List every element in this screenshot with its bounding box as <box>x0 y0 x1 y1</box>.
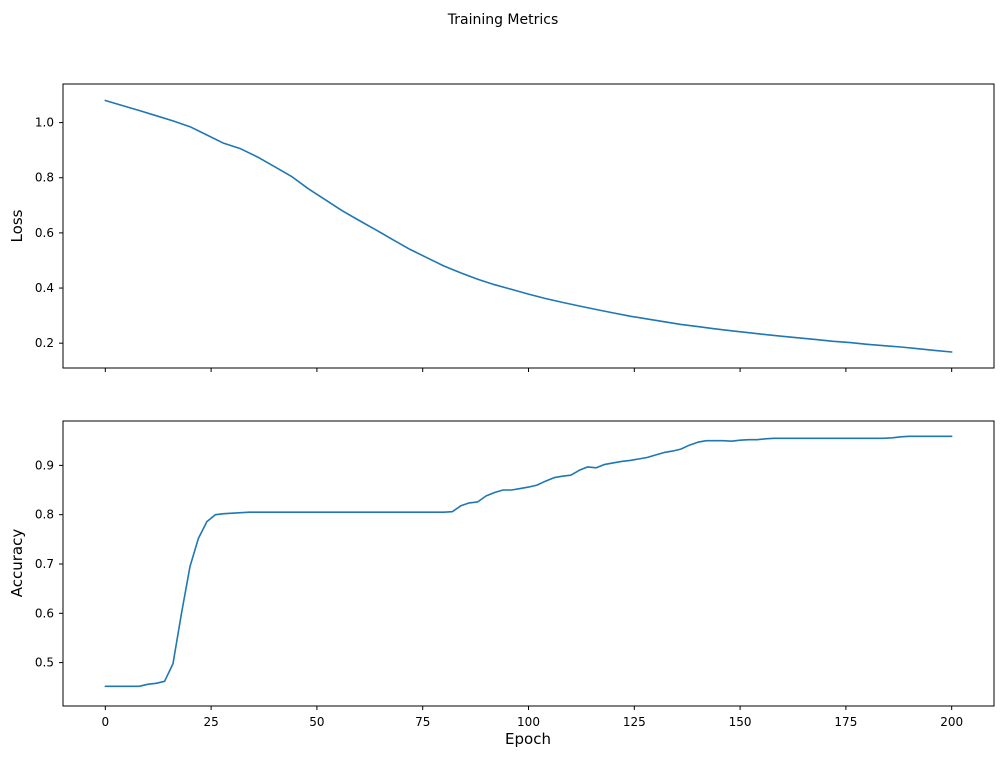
y-tick-label: 0.6 <box>35 606 54 620</box>
x-tick-label: 25 <box>203 715 218 729</box>
y-tick-label: 0.5 <box>35 656 54 670</box>
data-line <box>104 435 953 688</box>
y-tick-label: 0.4 <box>35 281 54 295</box>
x-tick-label: 75 <box>415 715 430 729</box>
accuracy-y-axis-label: Accuracy <box>8 529 26 598</box>
accuracy-subplot: 0 25 50 75 100 125 150 175 200 0.5 0.6 0.7 0.8 0.9 <box>35 420 995 729</box>
loss-subplot: 0.2 0.4 0.6 0.8 1.0 <box>35 83 995 372</box>
y-tick-label: 0.8 <box>35 508 54 522</box>
epoch-x-axis-label: Epoch <box>505 730 551 748</box>
axes-frame <box>62 420 995 707</box>
y-tick-label: 0.9 <box>35 458 54 472</box>
axes-frame <box>62 83 995 369</box>
x-tick-label: 0 <box>101 715 109 729</box>
x-tick-label: 125 <box>623 715 646 729</box>
y-tick-label: 0.8 <box>35 171 54 185</box>
x-tick-label: 50 <box>309 715 324 729</box>
y-tick-label: 0.7 <box>35 557 54 571</box>
loss-y-axis-label: Loss <box>8 209 26 242</box>
x-tick-label: 150 <box>729 715 752 729</box>
x-tick-label: 200 <box>940 715 963 729</box>
y-tick-label: 0.6 <box>35 226 54 240</box>
figure-title: Training Metrics <box>447 12 559 28</box>
y-tick-label: 0.2 <box>35 336 54 350</box>
x-tick-label: 175 <box>834 715 857 729</box>
data-line <box>104 99 953 353</box>
x-tick-label: 100 <box>517 715 540 729</box>
y-tick-label: 1.0 <box>35 116 54 130</box>
